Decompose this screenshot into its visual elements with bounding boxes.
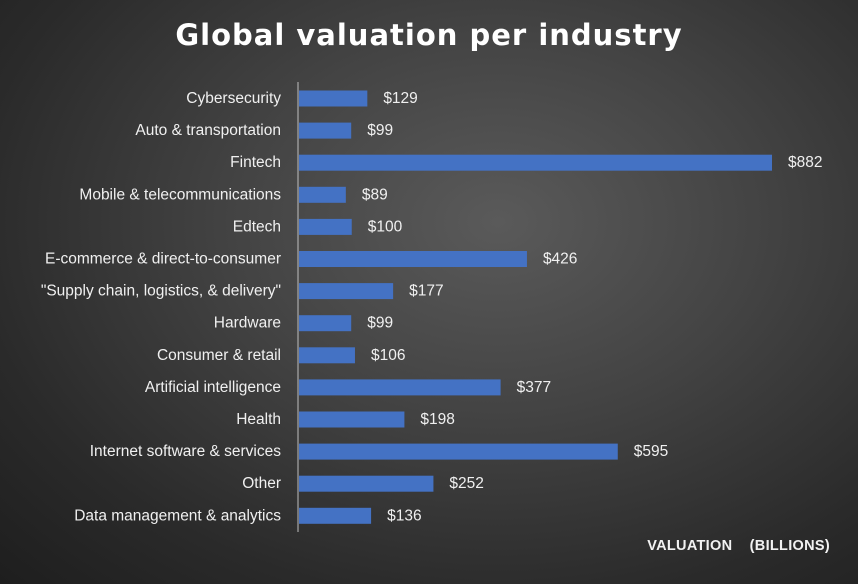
category-tick-label: "Supply chain, logistics, & delivery" <box>41 283 281 300</box>
data-label: $99 <box>367 315 393 332</box>
data-label: $177 <box>409 283 443 300</box>
data-label: $252 <box>449 475 483 492</box>
bar <box>299 379 501 396</box>
x-axis-label: VALUATION (BILLIONS) <box>647 538 830 554</box>
category-tick-label: Edtech <box>233 218 281 235</box>
category-tick-label: Health <box>236 411 281 428</box>
bar <box>299 251 527 267</box>
data-label: $106 <box>371 347 405 364</box>
category-tick-label: E-commerce & direct-to-consumer <box>45 251 281 268</box>
data-label: $595 <box>634 443 668 460</box>
category-tick-label: Mobile & telecommunications <box>79 186 281 203</box>
category-tick-label: Data management & analytics <box>74 507 281 524</box>
bar <box>299 186 346 203</box>
data-label: $129 <box>383 90 417 107</box>
data-label: $100 <box>368 218 403 235</box>
bar <box>299 283 394 300</box>
bar <box>299 443 618 460</box>
bar <box>299 122 352 139</box>
bar <box>299 218 352 235</box>
data-label: $136 <box>387 507 421 524</box>
category-tick-label: Artificial intelligence <box>145 379 281 396</box>
data-label: $377 <box>517 379 551 396</box>
chart-title: Global valuation per industry <box>175 18 683 52</box>
category-tick-label: Hardware <box>214 315 281 332</box>
bar <box>299 411 405 428</box>
bar <box>299 315 352 332</box>
category-tick-label: Consumer & retail <box>157 347 281 364</box>
bar <box>299 347 355 364</box>
category-tick-label: Auto & transportation <box>135 122 281 139</box>
category-tick-label: Fintech <box>230 154 281 171</box>
category-tick-label: Cybersecurity <box>186 90 281 107</box>
bar <box>299 475 434 492</box>
data-label: $99 <box>367 122 393 139</box>
data-label: $198 <box>420 411 454 428</box>
data-label: $882 <box>788 154 822 171</box>
data-label: $426 <box>543 251 577 268</box>
data-label: $89 <box>362 186 388 203</box>
category-tick-label: Internet software & services <box>90 443 281 460</box>
bar <box>299 90 368 107</box>
bar <box>299 507 372 524</box>
category-tick-label: Other <box>242 475 281 492</box>
bar <box>299 154 772 171</box>
